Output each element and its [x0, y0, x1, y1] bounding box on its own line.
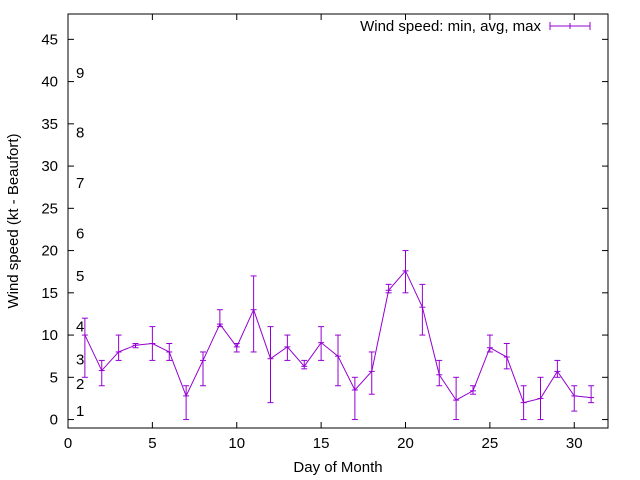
error-bar: [520, 385, 527, 421]
beaufort-scale-labels: 1 2 3 4 5 6 7 8 9: [76, 65, 84, 420]
beaufort-label: 2: [76, 376, 84, 393]
error-bar: [402, 250, 409, 294]
y-tick-label: 25: [41, 200, 58, 217]
error-bar: [503, 343, 510, 370]
x-tick-label: 0: [64, 435, 72, 452]
error-bar: [335, 334, 341, 387]
beaufort-label: 4: [76, 319, 84, 336]
beaufort-label: 6: [76, 226, 84, 243]
error-bar: [250, 275, 257, 353]
y-tick-label: 45: [41, 31, 58, 48]
beaufort-label: 7: [76, 175, 84, 192]
x-axis-title: Day of Month: [293, 459, 382, 476]
y-tick-label: 20: [41, 243, 58, 260]
error-bar: [554, 359, 561, 378]
x-tick-label: 10: [228, 435, 245, 452]
plot-frame: [67, 13, 609, 429]
error-bar: [470, 385, 476, 395]
error-bar: [98, 359, 105, 387]
error-bar: [284, 334, 291, 361]
y-tick-label: 40: [41, 74, 58, 91]
error-bar: [132, 343, 139, 349]
y-tick-label: 0: [50, 412, 58, 429]
error-bar: [588, 385, 595, 404]
error-bar: [166, 343, 173, 361]
y-tick-label: 10: [41, 327, 58, 344]
y-tick-label: 30: [41, 158, 58, 175]
legend: Wind speed: min, avg, max: [360, 18, 591, 35]
series-wind-speed: [81, 250, 595, 421]
beaufort-label: 9: [76, 65, 84, 82]
error-bar: [81, 317, 88, 378]
error-bar: [216, 309, 223, 328]
error-bar: [419, 283, 426, 336]
y-tick-label: 35: [41, 116, 58, 133]
error-bar: [318, 326, 325, 361]
beaufort-label: 3: [76, 352, 84, 369]
error-bar: [571, 385, 578, 412]
error-bar: [453, 376, 460, 421]
error-bar: [301, 359, 308, 370]
error-bar: [351, 376, 358, 421]
y-axis-title: Wind speed (kt - Beaufort): [5, 133, 22, 308]
legend-label: Wind speed: min, avg, max: [360, 18, 541, 35]
error-bar: [368, 351, 375, 395]
beaufort-label: 1: [76, 403, 84, 420]
error-bar: [436, 359, 443, 387]
y-tick-label: 5: [50, 369, 58, 386]
error-bar: [385, 283, 392, 294]
beaufort-label: 5: [76, 268, 84, 285]
error-bar: [233, 343, 240, 353]
x-tick-label: 5: [148, 435, 156, 452]
x-axis-ticks: 0 5 10 15 20 25 30: [64, 14, 583, 452]
y-tick-label: 15: [41, 285, 58, 302]
x-tick-label: 15: [313, 435, 330, 452]
x-tick-label: 20: [397, 435, 414, 452]
error-bar: [149, 326, 156, 361]
error-bar: [183, 385, 190, 421]
error-bar: [115, 334, 122, 361]
x-tick-label: 30: [566, 435, 583, 452]
error-bar: [200, 351, 206, 387]
beaufort-label: 8: [76, 124, 84, 141]
error-bar: [267, 326, 274, 404]
x-tick-label: 25: [482, 435, 499, 452]
error-bar: [486, 334, 493, 353]
error-bar: [537, 376, 544, 421]
